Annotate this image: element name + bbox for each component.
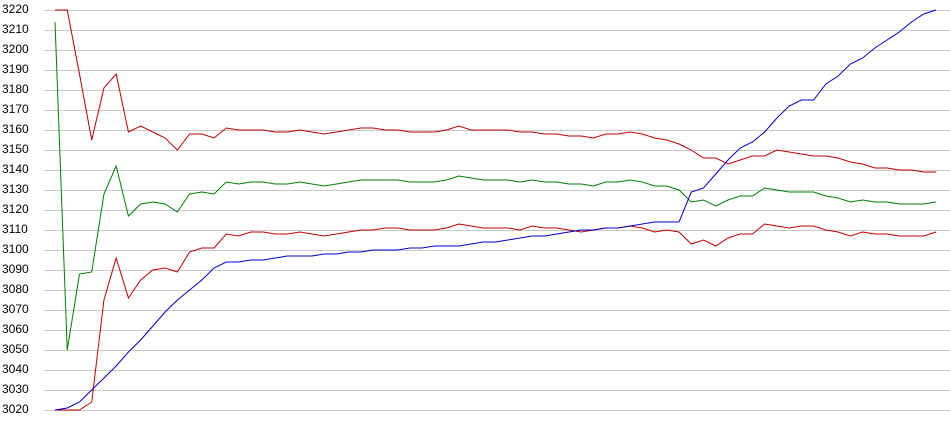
series-line [55, 223, 937, 411]
y-tick-label: 3110 [2, 222, 28, 236]
series-line [55, 9, 936, 173]
series-line [54, 21, 937, 351]
y-tick-label: 3150 [2, 142, 29, 156]
y-tick-label: 3090 [2, 262, 29, 276]
y-tick-label: 3100 [2, 242, 29, 256]
y-tick-label: 3200 [2, 42, 29, 56]
y-tick-label: 3160 [2, 122, 29, 136]
series-line [54, 9, 937, 411]
y-tick-label: 3040 [2, 362, 29, 376]
y-tick-label: 3020 [2, 402, 29, 416]
y-tick-label: 3130 [2, 182, 29, 196]
y-tick-label: 3170 [2, 102, 29, 116]
y-tick-label: 3210 [2, 22, 29, 36]
y-tick-label: 3070 [2, 302, 29, 316]
y-tick-label: 3220 [2, 2, 29, 16]
y-tick-label: 3050 [2, 342, 29, 356]
y-tick-label: 3140 [2, 162, 29, 176]
y-tick-label: 3180 [2, 82, 29, 96]
y-tick-label: 3190 [2, 62, 29, 76]
y-tick-label: 3120 [2, 202, 29, 216]
y-tick-label: 3080 [2, 282, 29, 296]
y-tick-label: 3030 [2, 382, 29, 396]
y-tick-label: 3060 [2, 322, 29, 336]
